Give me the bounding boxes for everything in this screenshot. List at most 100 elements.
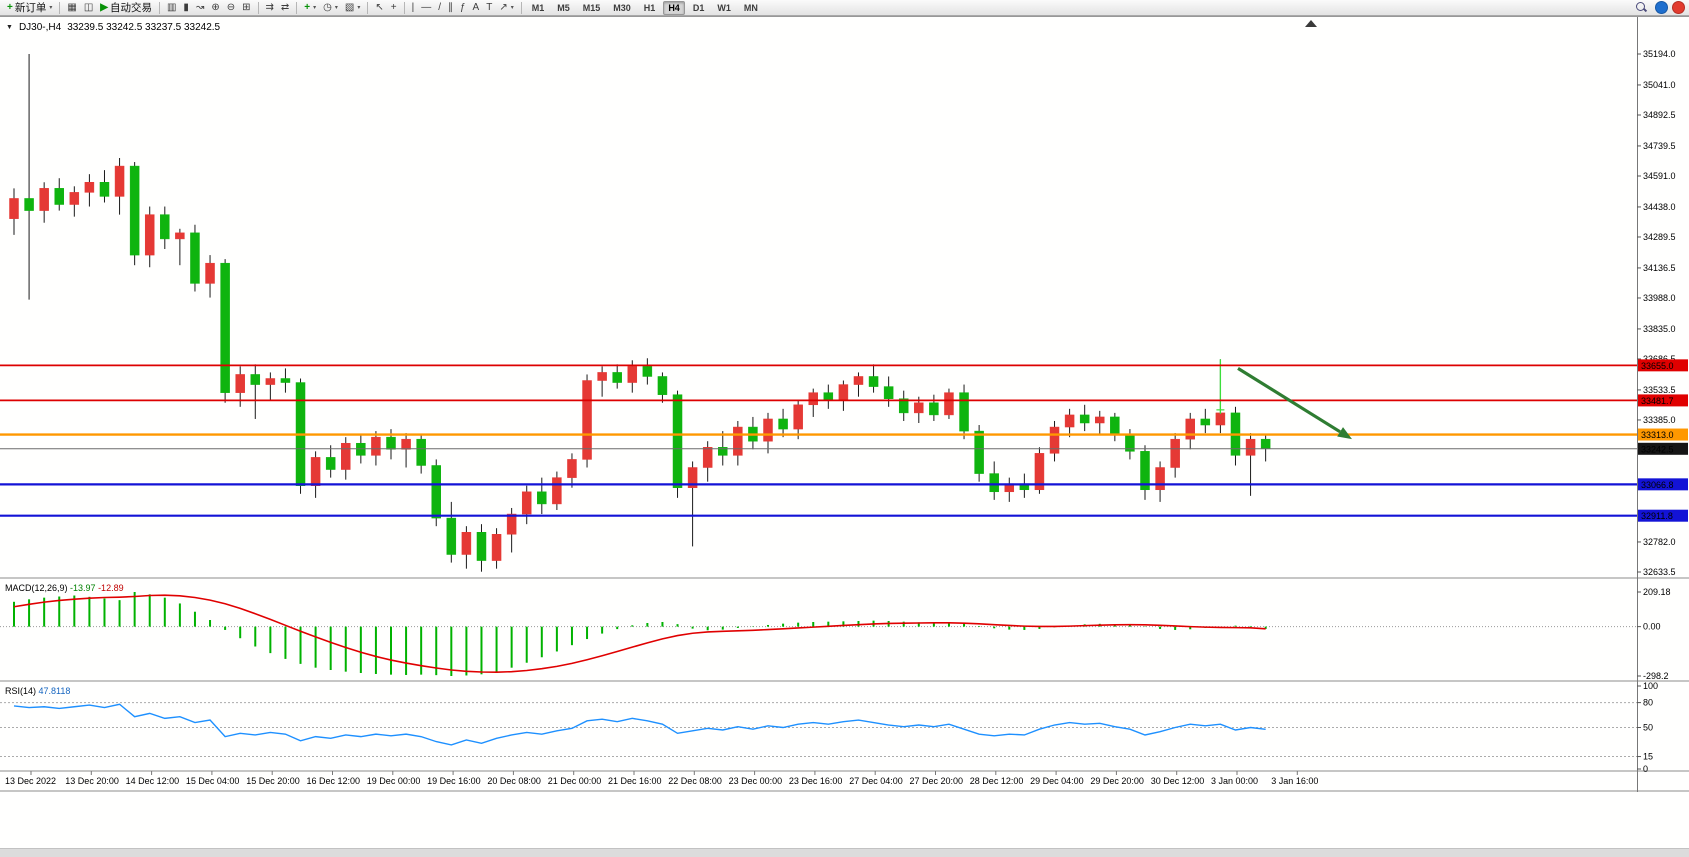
svg-text:33988.0: 33988.0 bbox=[1643, 293, 1676, 303]
svg-text:23 Dec 00:00: 23 Dec 00:00 bbox=[729, 776, 783, 786]
svg-text:32782.0: 32782.0 bbox=[1643, 537, 1676, 547]
svg-text:15 Dec 20:00: 15 Dec 20:00 bbox=[246, 776, 300, 786]
arrows-button[interactable]: ↗ ▾ bbox=[496, 0, 516, 15]
price-label-box-33481.7: 33481.7 bbox=[1638, 394, 1688, 407]
main-toolbar: + 新订单 ▾ ▦ ◫ ▶ 自动交易 ▥ ▮ ↝ ⊕ ⊖ ⊞ ⇉ ⇄ + ▾ ◷ ▾ ▧ ▾ ↖ + | — / ∥ ƒ A T ↗ ▾ M1 M… bbox=[0, 0, 1689, 16]
trend-arrow-annotation[interactable] bbox=[1237, 367, 1352, 440]
channel-button[interactable]: ∥ bbox=[445, 0, 456, 15]
zoom-in-icon: ⊕ bbox=[211, 1, 220, 13]
chart-shift-icon: ⇄ bbox=[280, 1, 290, 13]
auto-scroll-icon: ⇉ bbox=[265, 1, 274, 13]
chart-window[interactable]: ▼ DJ30-,H4 33239.5 33242.5 33237.5 33242… bbox=[0, 16, 1689, 857]
cursor-button[interactable]: ↖ bbox=[372, 0, 386, 15]
svg-text:27 Dec 04:00: 27 Dec 04:00 bbox=[849, 776, 903, 786]
autotrading-button[interactable]: ▶ 自动交易 bbox=[97, 0, 155, 15]
svg-text:21 Dec 16:00: 21 Dec 16:00 bbox=[608, 776, 662, 786]
lime-marker-annotation[interactable] bbox=[1216, 359, 1225, 414]
chart-shift-button[interactable]: ⇄ bbox=[278, 0, 292, 15]
candles-layer bbox=[9, 54, 1271, 572]
svg-text:15 Dec 04:00: 15 Dec 04:00 bbox=[186, 776, 240, 786]
timeframe-m15-button[interactable]: M15 bbox=[582, 2, 601, 13]
svg-text:34591.0: 34591.0 bbox=[1643, 171, 1676, 181]
svg-text:34739.5: 34739.5 bbox=[1643, 141, 1676, 151]
navigator-icon: ◫ bbox=[83, 1, 94, 13]
chart-canvas[interactable]: 35194.0 35041.0 34892.5 34739.5 34591.0 34438… bbox=[0, 17, 1689, 792]
svg-text:33655.0: 33655.0 bbox=[1641, 361, 1674, 371]
price-axis[interactable]: 35194.0 35041.0 34892.5 34739.5 34591.0 34438… bbox=[1637, 49, 1676, 577]
toolbar-separator bbox=[403, 1, 405, 14]
arrows-icon: ↗ bbox=[499, 1, 508, 13]
bar-chart-button[interactable]: ▥ bbox=[164, 0, 179, 15]
vertical-line-button[interactable]: | bbox=[409, 0, 418, 15]
templates-button[interactable]: ▧ ▾ bbox=[342, 0, 363, 15]
svg-text:33533.5: 33533.5 bbox=[1643, 385, 1676, 395]
text-label-button[interactable]: T bbox=[483, 0, 495, 15]
dropdown-arrow-icon: ▾ bbox=[49, 5, 53, 11]
svg-text:50: 50 bbox=[1643, 723, 1653, 733]
text-label-icon: T bbox=[486, 1, 493, 13]
tile-windows-button[interactable]: ⊞ bbox=[239, 0, 253, 15]
dropdown-arrow-icon: ▾ bbox=[510, 5, 514, 11]
time-axis[interactable]: 13 Dec 2022 13 Dec 20:00 14 Dec 12:00 15 De… bbox=[5, 771, 1318, 786]
new-order-button[interactable]: + 新订单 ▾ bbox=[4, 0, 55, 15]
market-watch-button[interactable]: ▦ bbox=[64, 0, 79, 15]
horizontal-line-button[interactable]: — bbox=[418, 0, 434, 15]
svg-text:35194.0: 35194.0 bbox=[1643, 49, 1676, 59]
zoom-out-button[interactable]: ⊖ bbox=[224, 0, 238, 15]
crosshair-icon: + bbox=[390, 1, 397, 13]
timeframe-w1-button[interactable]: W1 bbox=[717, 2, 731, 13]
svg-text:15: 15 bbox=[1643, 752, 1653, 762]
bottom-scroll-strip[interactable] bbox=[0, 848, 1689, 857]
dropdown-arrow-icon: ▾ bbox=[313, 5, 317, 11]
periods-button[interactable]: ◷ ▾ bbox=[320, 0, 341, 15]
zoom-in-button[interactable]: ⊕ bbox=[208, 0, 222, 15]
price-label-box-33655.0: 33655.0 bbox=[1638, 359, 1688, 372]
dropdown-arrow-icon: ▾ bbox=[357, 5, 361, 11]
svg-text:34136.5: 34136.5 bbox=[1643, 263, 1676, 273]
news-badge-red[interactable] bbox=[1672, 1, 1685, 14]
timeframe-m1-button[interactable]: M1 bbox=[531, 2, 545, 13]
svg-text:34892.5: 34892.5 bbox=[1643, 110, 1676, 120]
new-order-button-label: 新订单 bbox=[14, 2, 47, 14]
toolbar-separator bbox=[158, 1, 160, 14]
dropdown-arrow-icon: ▾ bbox=[334, 5, 338, 11]
navigator-button[interactable]: ◫ bbox=[81, 0, 96, 15]
market-watch-icon: ▦ bbox=[67, 1, 77, 13]
svg-text:33481.7: 33481.7 bbox=[1641, 396, 1674, 406]
rsi-label: RSI(14) 47.8118 bbox=[5, 686, 70, 696]
timeframe-h1-button[interactable]: H1 bbox=[643, 2, 656, 13]
auto-scroll-button[interactable]: ⇉ bbox=[263, 0, 277, 15]
panel-frame bbox=[0, 17, 1689, 792]
horizontal-line-icon: — bbox=[421, 1, 432, 13]
search-icon bbox=[1635, 1, 1648, 14]
chart-shift-marker[interactable] bbox=[1305, 20, 1317, 27]
fibonacci-icon: ƒ bbox=[459, 1, 466, 13]
cursor-icon: ↖ bbox=[375, 1, 384, 13]
fibonacci-button[interactable]: ƒ bbox=[457, 0, 469, 15]
svg-text:33313.0: 33313.0 bbox=[1641, 430, 1674, 440]
trendline-button[interactable]: / bbox=[435, 0, 444, 15]
text-button[interactable]: A bbox=[470, 0, 483, 15]
svg-text:27 Dec 20:00: 27 Dec 20:00 bbox=[910, 776, 964, 786]
line-chart-button[interactable]: ↝ bbox=[193, 0, 207, 15]
svg-text:19 Dec 16:00: 19 Dec 16:00 bbox=[427, 776, 481, 786]
chart-menu-icon[interactable]: ▼ bbox=[6, 24, 13, 31]
svg-text:-298.2: -298.2 bbox=[1643, 671, 1669, 681]
candlestick-chart-button[interactable]: ▮ bbox=[180, 0, 192, 15]
timeframe-mn-button[interactable]: MN bbox=[743, 2, 758, 13]
timeframe-m30-button[interactable]: M30 bbox=[613, 2, 631, 13]
indicators-button[interactable]: + ▾ bbox=[301, 0, 319, 15]
channel-icon: ∥ bbox=[447, 1, 453, 13]
autotrading-icon: ▶ bbox=[100, 1, 108, 13]
crosshair-button[interactable]: + bbox=[388, 0, 400, 15]
timeframe-d1-button[interactable]: D1 bbox=[692, 2, 705, 13]
svg-text:19 Dec 00:00: 19 Dec 00:00 bbox=[367, 776, 421, 786]
zoom-out-icon: ⊖ bbox=[226, 1, 236, 13]
timeframe-m5-button[interactable]: M5 bbox=[557, 2, 570, 13]
timeframe-h4-button[interactable]: H4 bbox=[663, 0, 685, 15]
community-badge-blue[interactable] bbox=[1655, 1, 1668, 14]
svg-text:23 Dec 16:00: 23 Dec 16:00 bbox=[789, 776, 843, 786]
price-label-box-33313.0: 33313.0 bbox=[1638, 428, 1688, 441]
search-button[interactable] bbox=[1632, 0, 1651, 15]
